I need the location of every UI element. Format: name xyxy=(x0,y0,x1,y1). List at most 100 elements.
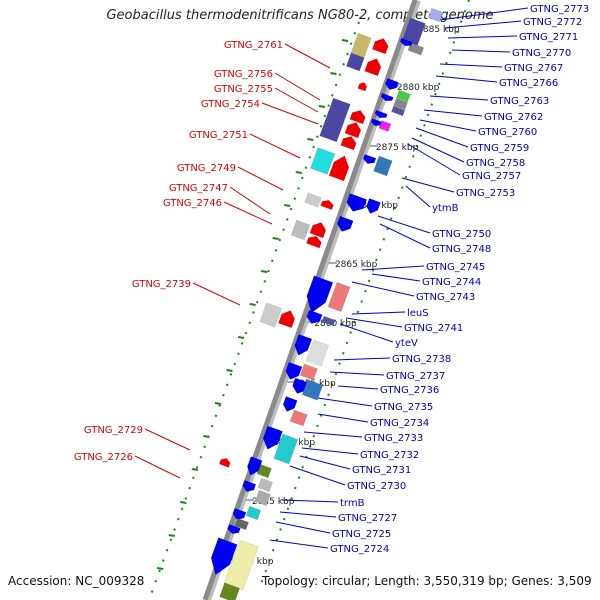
gene-feature xyxy=(242,480,256,492)
gene-arrow xyxy=(247,456,263,476)
track-dash xyxy=(284,204,291,207)
gene-feature xyxy=(299,363,318,381)
gene-label-right: GTNG_2741 xyxy=(404,323,463,334)
leader-line-left xyxy=(192,282,241,306)
gene-label-right: GTNG_2772 xyxy=(523,17,582,28)
gene-feature xyxy=(294,334,312,356)
gene-feature xyxy=(357,82,367,92)
leader-line-right xyxy=(371,273,421,282)
gene-feature xyxy=(320,200,334,210)
gene-arrow xyxy=(349,110,366,125)
gene-label-right: GTNG_2773 xyxy=(530,4,589,15)
gene-feature xyxy=(393,97,408,111)
gene-feature xyxy=(211,537,238,575)
gene-label-right: GTNG_2757 xyxy=(462,171,521,182)
leader-line-left xyxy=(223,201,273,225)
gene-label-right: GTNG_2735 xyxy=(374,402,433,413)
gene-feature xyxy=(306,275,333,313)
gene-arrow xyxy=(328,155,349,182)
gene-arrow xyxy=(371,118,382,126)
track-dash xyxy=(249,303,256,306)
gene-box xyxy=(310,147,336,175)
leader-line-right xyxy=(289,465,346,486)
track-dash xyxy=(330,72,337,75)
leader-line-right xyxy=(411,137,465,163)
gene-arrow xyxy=(340,136,357,151)
leader-line-right xyxy=(301,447,359,455)
gene-box xyxy=(321,315,336,327)
gene-feature xyxy=(344,122,361,138)
leader-line-right xyxy=(444,20,522,29)
gene-feature xyxy=(290,219,311,241)
gene-label-right: GTNG_2731 xyxy=(352,465,411,476)
gene-feature xyxy=(234,517,249,531)
gene-label-right: GTNG_2727 xyxy=(338,513,397,524)
leader-line-right xyxy=(429,95,489,101)
leader-line-right xyxy=(451,49,511,53)
gene-feature xyxy=(273,433,299,465)
track-dash xyxy=(191,468,199,471)
track-dash xyxy=(341,39,349,42)
gene-arrow xyxy=(400,38,413,46)
leader-line-right xyxy=(269,539,329,549)
leader-line-left xyxy=(249,133,301,159)
scale-label: 2875 kbp xyxy=(376,143,419,153)
gene-label-right: GTNG_2763 xyxy=(490,96,549,107)
leader-line-right xyxy=(279,511,337,518)
track-dash xyxy=(272,237,279,240)
gene-label-left: GTNG_2756 xyxy=(214,69,273,80)
gene-feature xyxy=(363,154,377,164)
gene-label-right: GTNG_2748 xyxy=(432,244,491,255)
leader-line-right xyxy=(377,215,431,234)
gene-arrow xyxy=(306,236,322,249)
gene-box xyxy=(428,7,444,23)
leader-line-left xyxy=(237,166,284,191)
leader-line-right xyxy=(337,385,379,390)
gene-feature xyxy=(400,38,413,46)
gene-feature xyxy=(257,477,273,493)
gene-label-right: GTNG_2750 xyxy=(432,229,491,240)
gene-feature xyxy=(407,42,425,56)
track-dash xyxy=(307,138,314,141)
leader-line-right xyxy=(447,35,518,39)
gene-feature xyxy=(373,155,393,177)
leader-line-left xyxy=(274,72,321,101)
gene-label-right: GTNG_2732 xyxy=(360,450,419,461)
leader-line-right xyxy=(339,323,394,343)
gene-feature xyxy=(232,508,247,520)
scale-label: 2865 kbp xyxy=(335,260,378,270)
gene-feature xyxy=(364,58,382,76)
gene-box xyxy=(273,433,299,465)
accession-text: Accession: NC_009328 xyxy=(8,574,145,588)
leader-line-right xyxy=(419,119,477,132)
gene-arrow xyxy=(380,93,394,101)
gene-arrow xyxy=(357,82,367,92)
gene-label-right: leuS xyxy=(407,308,429,319)
gene-feature xyxy=(327,282,351,312)
gene-feature xyxy=(340,136,357,151)
gene-box xyxy=(254,489,271,507)
gene-label-left: GTNG_2749 xyxy=(177,163,236,174)
gene-box xyxy=(305,339,330,367)
track-dash xyxy=(226,369,233,372)
gene-feature xyxy=(319,97,351,143)
leader-line-left xyxy=(229,186,271,215)
gene-label-right: GTNG_2771 xyxy=(519,32,578,43)
leader-line-left xyxy=(134,455,181,479)
gene-label-right: trmB xyxy=(340,498,365,509)
gene-feature xyxy=(304,192,322,208)
leader-line-right xyxy=(415,127,469,148)
leader-line-right xyxy=(439,63,503,68)
gene-arrow xyxy=(337,216,354,232)
gene-label-left: GTNG_2746 xyxy=(163,198,222,209)
gene-box xyxy=(257,477,273,493)
track-dash xyxy=(295,171,302,174)
gene-label-left: GTNG_2751 xyxy=(189,130,248,141)
gene-box xyxy=(319,97,351,143)
leader-line-right xyxy=(405,185,431,208)
gene-arrow xyxy=(366,198,381,214)
gene-label-left: GTNG_2739 xyxy=(132,279,191,290)
gene-feature xyxy=(337,216,354,232)
gene-arrow xyxy=(263,425,283,450)
gene-label-left: GTNG_2729 xyxy=(84,425,143,436)
